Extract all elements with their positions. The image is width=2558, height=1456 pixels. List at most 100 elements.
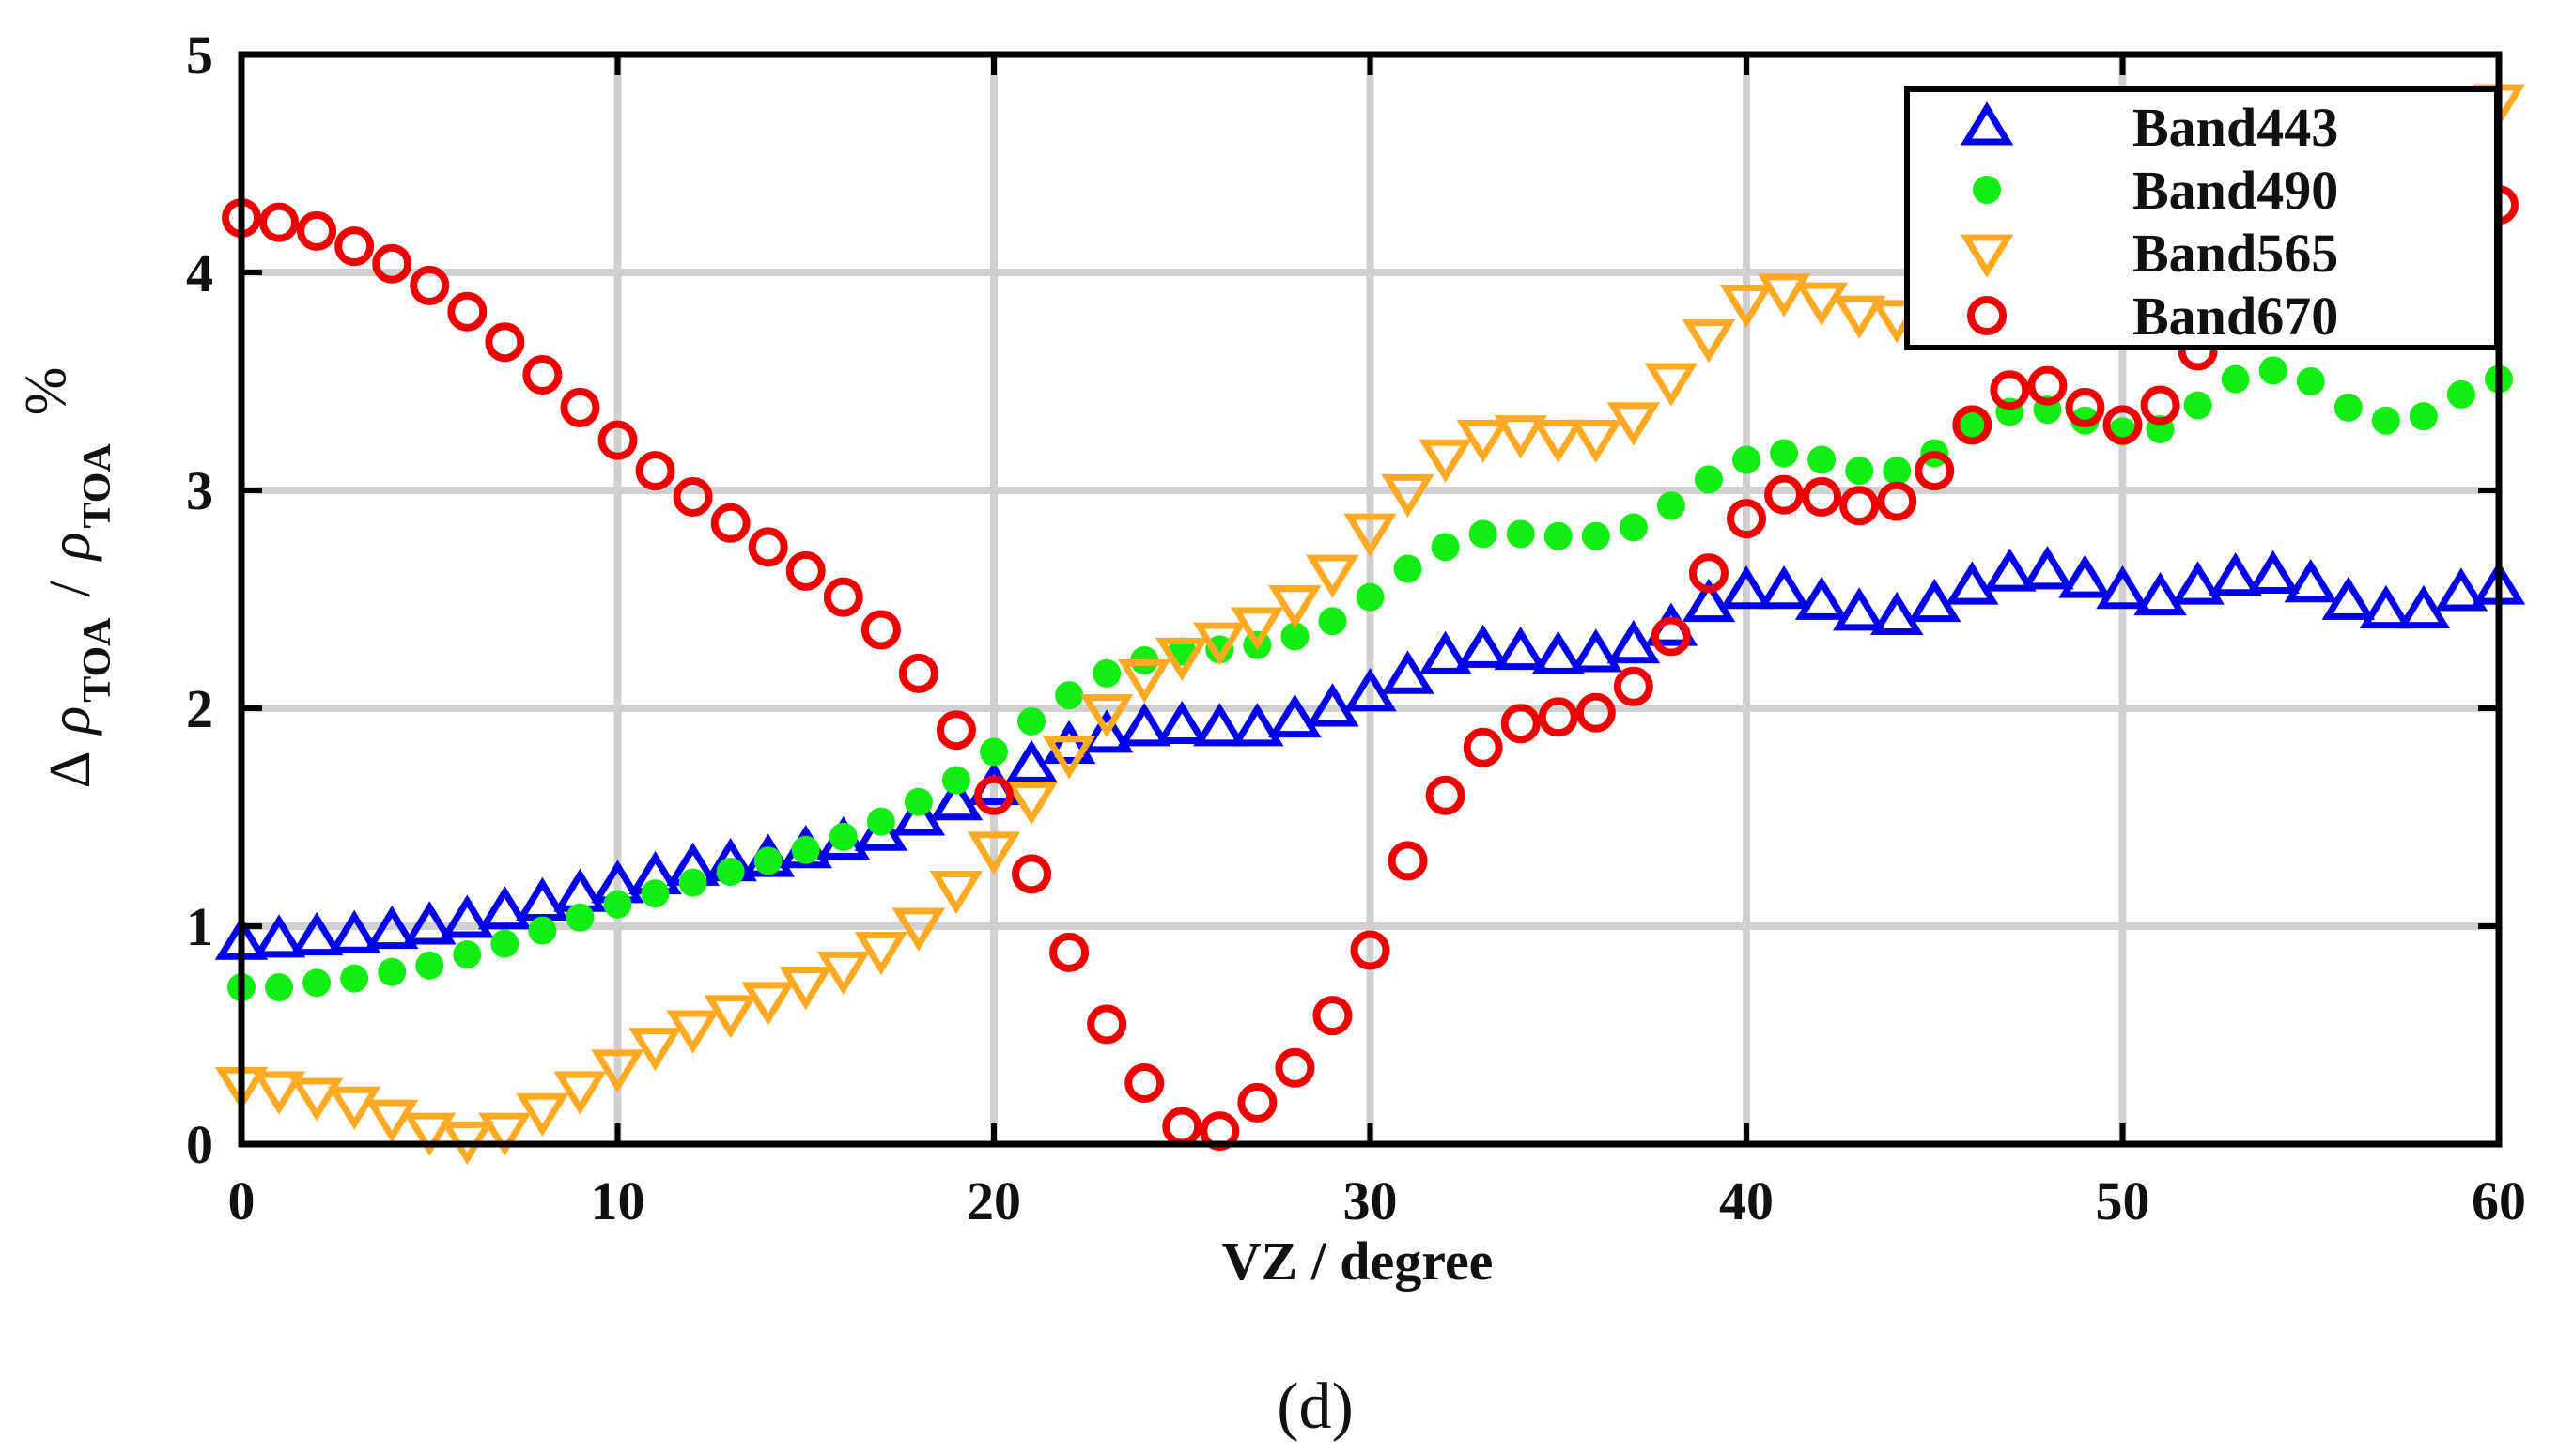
point-band490 — [1318, 607, 1347, 636]
point-band443 — [2171, 561, 2225, 605]
point-band443 — [1042, 720, 1096, 764]
x-tick-label: 0 — [228, 1170, 256, 1231]
point-band490 — [265, 972, 294, 1001]
y-label-percent: % — [14, 367, 78, 416]
point-band670 — [860, 610, 901, 650]
point-band565 — [1193, 622, 1247, 666]
point-band490 — [866, 807, 895, 836]
legend-label-band443: Band443 — [2132, 97, 2338, 158]
point-band443 — [2209, 552, 2262, 596]
point-band443 — [891, 792, 946, 836]
point-band443 — [1719, 565, 1774, 610]
point-band565 — [1268, 585, 1322, 629]
point-band565 — [1569, 419, 1623, 464]
point-band490 — [2333, 393, 2363, 422]
point-band670 — [936, 710, 976, 751]
point-band565 — [1832, 295, 1886, 339]
point-band670 — [2027, 365, 2068, 406]
point-band490 — [1280, 622, 1310, 651]
point-band490 — [378, 957, 407, 986]
point-band670 — [522, 355, 563, 395]
point-band443 — [1908, 578, 1961, 623]
point-band490 — [1845, 457, 1874, 486]
point-band565 — [553, 1071, 607, 1115]
point-band443 — [403, 901, 457, 945]
point-band565 — [1757, 273, 1811, 318]
legend-marker-band490 — [1973, 176, 2001, 204]
point-band670 — [785, 550, 826, 591]
point-band565 — [1306, 554, 1359, 598]
point-band490 — [641, 879, 670, 908]
y-tick-label: 3 — [186, 460, 213, 521]
point-band490 — [1393, 554, 1422, 583]
point-band490 — [1055, 681, 1084, 710]
point-band670 — [1049, 932, 1090, 972]
point-band670 — [1915, 451, 1955, 491]
point-band670 — [1425, 775, 1465, 815]
x-tick-label: 10 — [591, 1170, 645, 1231]
point-band490 — [753, 846, 783, 875]
point-band565 — [1494, 415, 1547, 459]
point-band565 — [666, 1010, 720, 1054]
point-band670 — [1388, 841, 1428, 881]
point-band443 — [2359, 584, 2413, 629]
point-band443 — [1079, 709, 1134, 753]
legend-label-band565: Band565 — [2132, 223, 2338, 284]
point-band565 — [252, 1071, 306, 1115]
point-band565 — [1531, 419, 1585, 464]
point-band490 — [1017, 706, 1046, 736]
point-band443 — [478, 886, 532, 930]
point-band670 — [1275, 1047, 1315, 1088]
point-band443 — [2284, 559, 2337, 603]
point-band670 — [1012, 854, 1052, 894]
point-band565 — [1231, 607, 1284, 651]
point-band443 — [1155, 700, 1209, 745]
plot-border — [238, 51, 2503, 1148]
point-band490 — [1770, 439, 1799, 468]
point-band565 — [591, 1049, 644, 1093]
point-band443 — [1569, 628, 1623, 673]
point-band670 — [974, 775, 1014, 815]
point-band443 — [1268, 693, 1322, 738]
point-band490 — [1093, 658, 1122, 688]
point-band670 — [2065, 387, 2105, 427]
point-band443 — [2434, 567, 2488, 612]
point-band490 — [1807, 445, 1837, 474]
point-band565 — [1381, 473, 1434, 519]
point-band490 — [1883, 457, 1912, 486]
x-axis-label: VZ / degree — [1222, 1231, 1494, 1292]
point-band490 — [2221, 364, 2250, 394]
figure-caption: (d) — [1277, 1371, 1354, 1443]
point-band443 — [1004, 739, 1059, 783]
point-band670 — [673, 476, 713, 517]
point-band670 — [1575, 692, 1616, 733]
point-band490 — [2296, 367, 2325, 395]
point-band443 — [1606, 620, 1661, 664]
point-band490 — [678, 868, 707, 897]
point-band565 — [1719, 284, 1774, 329]
point-band565 — [1343, 513, 1397, 557]
point-band565 — [403, 1112, 457, 1156]
point-band670 — [1651, 616, 1691, 657]
point-band565 — [1117, 659, 1171, 704]
point-band565 — [967, 831, 1021, 875]
y-label-slash: / — [39, 581, 102, 597]
point-band490 — [1431, 533, 1460, 562]
point-band670 — [1990, 370, 2030, 410]
point-band565 — [1155, 637, 1209, 682]
point-band565 — [929, 871, 984, 915]
point-band565 — [891, 907, 946, 952]
point-band670 — [1237, 1082, 1278, 1123]
point-band565 — [704, 995, 757, 1039]
point-band490 — [1468, 519, 1497, 549]
point-band670 — [1727, 499, 1766, 539]
series-band490 — [227, 356, 2513, 1001]
point-band565 — [1644, 363, 1698, 407]
point-band670 — [447, 291, 488, 332]
point-band490 — [941, 766, 970, 795]
x-tick-label: 50 — [2096, 1170, 2150, 1231]
point-band490 — [2183, 391, 2212, 420]
point-band565 — [1419, 439, 1472, 483]
point-band565 — [364, 1099, 419, 1143]
